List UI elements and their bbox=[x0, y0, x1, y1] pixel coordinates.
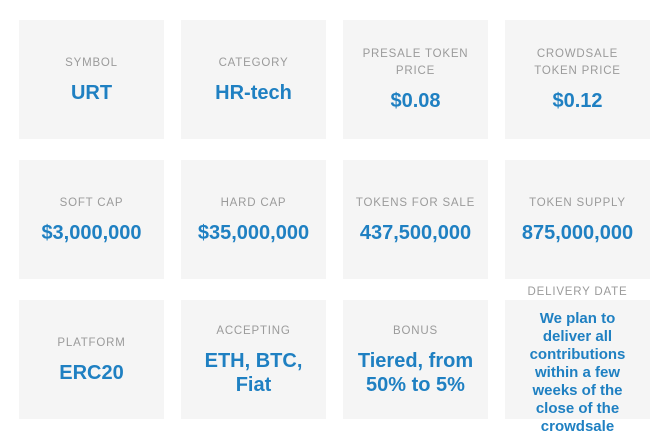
stat-value-token-supply: 875,000,000 bbox=[521, 221, 634, 244]
stat-label-hard-cap: HARD CAP bbox=[220, 196, 287, 209]
stat-label-delivery-date: DELIVERY DATE bbox=[527, 285, 628, 298]
stat-value-bonus: Tiered, from 50% to 5% bbox=[357, 349, 474, 396]
card-accepting: ACCEPTING ETH, BTC, Fiat bbox=[181, 300, 326, 419]
stat-value-hard-cap: $35,000,000 bbox=[197, 221, 310, 244]
stat-label-symbol: SYMBOL bbox=[65, 56, 118, 69]
stat-value-accepting: ETH, BTC, Fiat bbox=[204, 349, 303, 396]
card-category: CATEGORY HR-tech bbox=[181, 20, 326, 139]
stat-value-delivery-date: We plan to deliver all contributions wit… bbox=[529, 309, 626, 435]
stat-label-bonus: BONUS bbox=[393, 324, 438, 337]
stat-value-crowdsale-token-price: $0.12 bbox=[552, 90, 603, 112]
stat-value-platform: ERC20 bbox=[59, 361, 124, 384]
stat-label-soft-cap: SOFT CAP bbox=[59, 196, 124, 209]
stat-label-presale-token-price: PRESALE TOKEN PRICE bbox=[362, 48, 469, 77]
token-stats-grid: SYMBOL URT CATEGORY HR-tech PRESALE TOKE… bbox=[19, 20, 650, 435]
card-presale-token-price: PRESALE TOKEN PRICE $0.08 bbox=[343, 20, 488, 139]
card-hard-cap: HARD CAP $35,000,000 bbox=[181, 160, 326, 279]
stat-value-symbol: URT bbox=[70, 81, 113, 104]
stat-label-platform: PLATFORM bbox=[57, 336, 126, 349]
stat-value-tokens-for-sale: 437,500,000 bbox=[359, 221, 472, 244]
stat-label-token-supply: TOKEN SUPPLY bbox=[529, 196, 626, 209]
stat-value-soft-cap: $3,000,000 bbox=[41, 221, 142, 244]
card-delivery-date: DELIVERY DATE We plan to deliver all con… bbox=[505, 286, 650, 435]
card-tokens-for-sale: TOKENS FOR SALE 437,500,000 bbox=[343, 160, 488, 279]
card-crowdsale-token-price: CROWDSALE TOKEN PRICE $0.12 bbox=[505, 20, 650, 139]
stat-label-accepting: ACCEPTING bbox=[216, 324, 291, 337]
stat-label-crowdsale-token-price: CROWDSALE TOKEN PRICE bbox=[534, 48, 621, 77]
stat-value-presale-token-price: $0.08 bbox=[390, 90, 441, 112]
stat-label-tokens-for-sale: TOKENS FOR SALE bbox=[355, 196, 476, 209]
card-soft-cap: SOFT CAP $3,000,000 bbox=[19, 160, 164, 279]
card-platform: PLATFORM ERC20 bbox=[19, 300, 164, 419]
stat-value-category: HR-tech bbox=[215, 81, 292, 104]
stat-label-category: CATEGORY bbox=[218, 56, 289, 69]
card-bonus: BONUS Tiered, from 50% to 5% bbox=[343, 300, 488, 419]
card-token-supply: TOKEN SUPPLY 875,000,000 bbox=[505, 160, 650, 279]
card-symbol: SYMBOL URT bbox=[19, 20, 164, 139]
